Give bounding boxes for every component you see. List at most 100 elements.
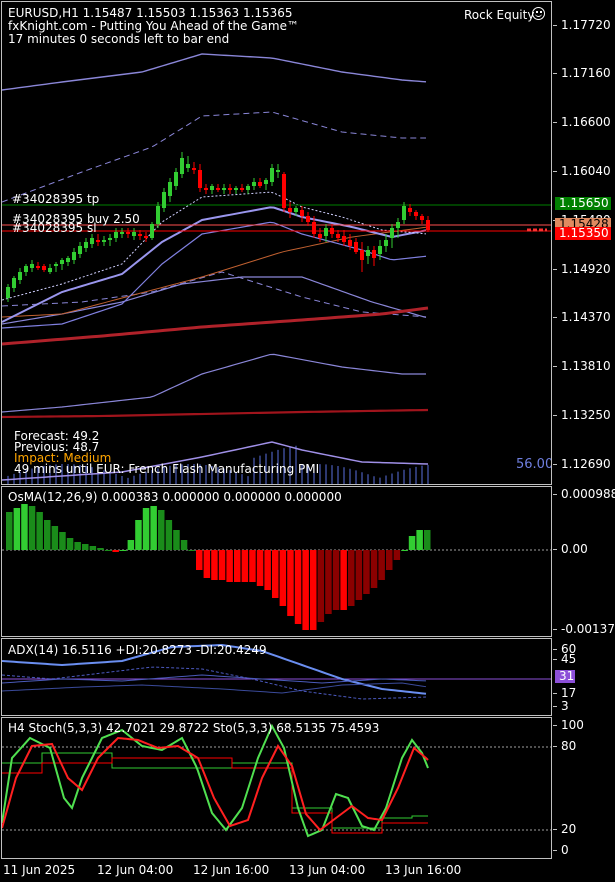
candle-body [372,250,376,258]
candle-body [114,232,118,238]
fast-ma-line [2,206,427,323]
adx-lines [2,643,551,700]
price-axis[interactable]: 1.17720 1.17160 1.16600 1.16040 1.15480 … [553,1,615,485]
candle-body [78,246,82,254]
candle-body [258,182,262,186]
candle-body [330,228,334,234]
candle-body [354,242,358,252]
candle-body [348,240,352,246]
smiley-icon[interactable] [532,7,545,20]
candle-body [144,236,148,238]
adx-main-line [2,643,427,695]
candle-body [102,240,106,242]
candle-body [126,232,130,234]
osma-axis-label: 0.00 [561,542,588,556]
osma-bar [355,550,363,600]
osma-bar [150,506,157,550]
candle-body [84,242,88,248]
di-line [2,666,427,700]
symbol-info: EURUSD,H1 1.15487 1.15503 1.15363 1.1536… [8,6,293,20]
candle-body [360,250,364,260]
candle-body [396,222,400,228]
trend-ma-line [2,226,429,318]
tp-line-label: #34028395 tp [12,192,100,206]
plus-di-line [2,674,427,684]
price-axis-label: 1.12690 [561,457,611,471]
price-axis-label: 1.13810 [561,359,611,373]
candle-body [336,234,340,238]
osma-bar [66,538,74,550]
candle-body [342,236,346,242]
candle-body [174,172,178,186]
candle-body [36,266,40,268]
price-axis-label: 1.13250 [561,408,611,422]
bar-countdown: 17 minutes 0 seconds left to bar end [8,32,230,46]
osma-axis-label: -0.001371 [561,622,615,636]
osma-bar [249,550,256,582]
candle-body [12,278,16,288]
stoch-axis-label: 100 [561,718,584,732]
stochastic-pane[interactable]: H4 Stoch(5,3,3) 42.7021 29.8722 Sto(5,3,… [1,717,552,859]
candle-body [264,180,268,184]
osma-bar [401,550,408,551]
mid-band-line [2,276,427,325]
minus-di-line [2,682,427,694]
osma-bar [74,542,81,550]
osma-bar [378,550,385,580]
osma-bar [294,550,302,624]
osma-bar [127,540,135,550]
osma-bar [264,550,271,590]
osma-bar [348,550,355,606]
stoch-d-line [2,736,429,832]
osma-bar [21,504,28,550]
osma-bar [241,550,249,582]
price-axis-label: 1.16040 [561,164,611,178]
candle-body [66,258,70,262]
price-axis-label: 1.17720 [561,18,611,32]
candle-body [96,240,100,242]
osma-bar [28,506,36,550]
tp-price-tag: 1.15650 [555,197,611,210]
lower-mid-band-line [2,271,427,318]
osma-bar [256,550,264,586]
osma-title: OsMA(12,26,9) 0.000383 0.000000 0.000000… [8,490,342,504]
osma-axis: 0.000988 0.00 -0.001371 [553,486,615,637]
candle-body [6,287,10,298]
candle-body [384,240,388,246]
price-axis-label: 1.16600 [561,115,611,129]
osma-bar [310,550,317,630]
osma-bar [112,550,119,552]
adx-pane[interactable]: ADX(14) 16.5116 +DI:20.8273 -DI:20.4249 [1,638,552,716]
osma-bar [203,550,211,578]
candle-body [294,208,298,212]
current-price-tag: 1.15350 [555,227,611,240]
candle-body [24,266,28,272]
candle-body [90,238,94,244]
osma-bar [424,530,431,550]
candle-body [198,170,202,188]
price-chart-pane[interactable]: EURUSD,H1 1.15487 1.15503 1.15363 1.1536… [1,1,552,485]
candle-body [324,228,328,236]
osma-bar [44,520,51,550]
candle-body [312,222,316,234]
news-event: 49 mins until EUR: French Flash Manufact… [14,462,320,476]
stoch-axis-label: 0 [561,843,569,857]
news-impact: Impact: Medium [14,451,112,465]
osma-pane[interactable]: OsMA(12,26,9) 0.000383 0.000000 0.000000… [1,486,552,637]
candle-body [282,174,286,208]
osma-bar [51,526,59,550]
candle-body [60,260,64,264]
candle-body [192,168,196,170]
candle-body [390,228,394,238]
adx-axis-label: 17 [561,686,577,700]
price-chart-canvas [2,53,551,484]
fast-band-line [2,191,427,301]
osma-bar [82,544,89,550]
osma-bar [218,550,226,580]
candle-body [72,252,76,260]
volume-value: 56.00 [516,457,552,472]
price-axis-label: 1.14370 [561,310,611,324]
candle-body [234,188,238,190]
h4-stoch-signal-line [2,757,428,834]
candle-body [252,182,256,186]
